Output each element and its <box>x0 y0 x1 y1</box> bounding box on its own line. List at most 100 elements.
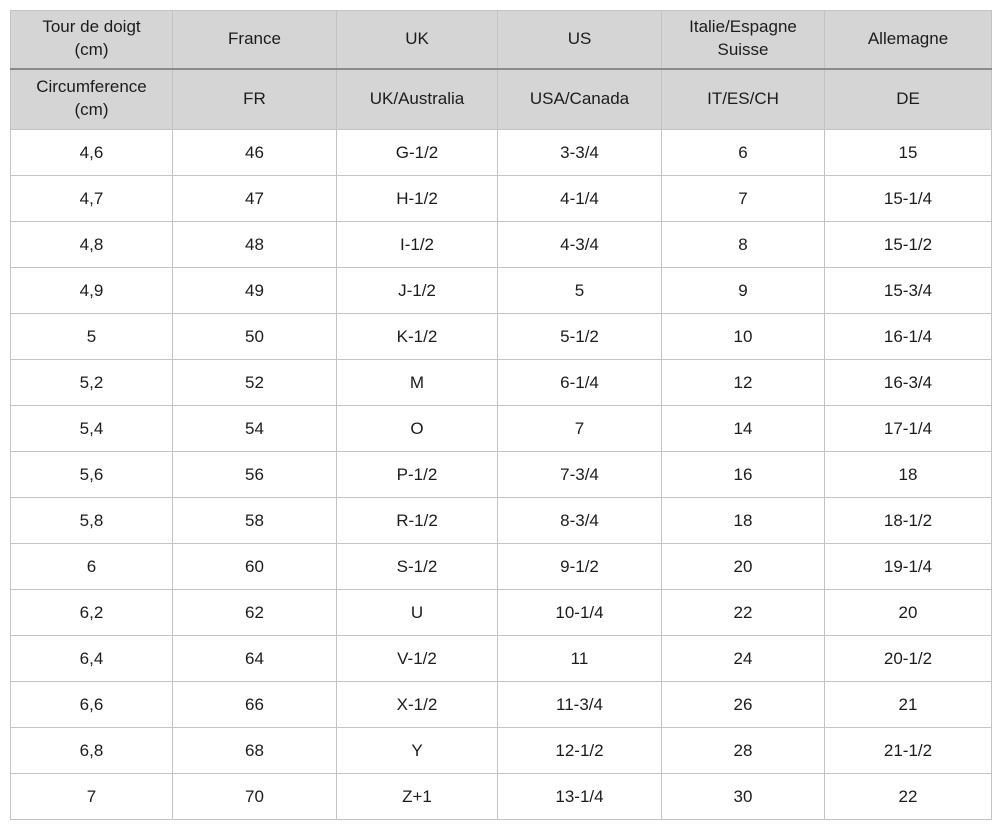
table-body: 4,6 46 G-1/2 3-3/4 6 15 4,7 47 H-1/2 4-1/4 7 15-1/4… <box>10 129 992 820</box>
table-cell: 20 <box>661 543 825 590</box>
table-header: Tour de doigt (cm) France UK US Italie/E… <box>10 10 992 130</box>
header-row-codes: Circumference (cm) FR UK/Australia USA/C… <box>10 68 992 130</box>
table-cell: 17-1/4 <box>824 405 992 452</box>
table-cell: 15-1/2 <box>824 221 992 268</box>
table-cell: 5,2 <box>10 359 173 406</box>
table-cell: R-1/2 <box>336 497 498 544</box>
table-cell: 47 <box>172 175 337 222</box>
table-row: 6,2 62 U 10-1/4 22 20 <box>10 589 992 636</box>
table-cell: 18 <box>661 497 825 544</box>
table-cell: X-1/2 <box>336 681 498 728</box>
table-cell: K-1/2 <box>336 313 498 360</box>
table-cell: 6,4 <box>10 635 173 682</box>
table-cell: 13-1/4 <box>497 773 662 820</box>
table-row: 4,8 48 I-1/2 4-3/4 8 15-1/2 <box>10 221 992 268</box>
table-cell: 6,2 <box>10 589 173 636</box>
table-row: 5 50 K-1/2 5-1/2 10 16-1/4 <box>10 313 992 360</box>
table-cell: 22 <box>661 589 825 636</box>
table-cell: 4-1/4 <box>497 175 662 222</box>
table-cell: 66 <box>172 681 337 728</box>
table-cell: 16-1/4 <box>824 313 992 360</box>
table-cell: 30 <box>661 773 825 820</box>
table-row: 5,4 54 O 7 14 17-1/4 <box>10 405 992 452</box>
table-cell: 70 <box>172 773 337 820</box>
table-cell: 52 <box>172 359 337 406</box>
table-row: 6,6 66 X-1/2 11-3/4 26 21 <box>10 681 992 728</box>
table-cell: 7 <box>10 773 173 820</box>
header-cell-tour-de-doigt: Tour de doigt (cm) <box>10 10 173 70</box>
table-cell: 4,7 <box>10 175 173 222</box>
table-cell: 9 <box>661 267 825 314</box>
table-cell: 50 <box>172 313 337 360</box>
table-cell: 8 <box>661 221 825 268</box>
table-cell: V-1/2 <box>336 635 498 682</box>
table-cell: 21-1/2 <box>824 727 992 774</box>
table-cell: 10-1/4 <box>497 589 662 636</box>
table-cell: 49 <box>172 267 337 314</box>
table-cell: 24 <box>661 635 825 682</box>
header-cell-de: DE <box>824 68 992 130</box>
header-cell-france: France <box>172 10 337 70</box>
header-cell-us: US <box>497 10 662 70</box>
table-cell: 5,6 <box>10 451 173 498</box>
table-cell: J-1/2 <box>336 267 498 314</box>
table-cell: 6 <box>661 129 825 176</box>
table-cell: 20-1/2 <box>824 635 992 682</box>
table-row: 4,9 49 J-1/2 5 9 15-3/4 <box>10 267 992 314</box>
header-cell-fr: FR <box>172 68 337 130</box>
table-cell: H-1/2 <box>336 175 498 222</box>
table-cell: M <box>336 359 498 406</box>
table-cell: 12-1/2 <box>497 727 662 774</box>
table-row: 5,8 58 R-1/2 8-3/4 18 18-1/2 <box>10 497 992 544</box>
table-cell: 6,6 <box>10 681 173 728</box>
table-cell: 5,4 <box>10 405 173 452</box>
table-cell: 8-3/4 <box>497 497 662 544</box>
table-cell: 5 <box>10 313 173 360</box>
table-cell: 21 <box>824 681 992 728</box>
table-cell: 22 <box>824 773 992 820</box>
table-cell: 28 <box>661 727 825 774</box>
table-row: 6 60 S-1/2 9-1/2 20 19-1/4 <box>10 543 992 590</box>
table-cell: 16-3/4 <box>824 359 992 406</box>
table-cell: 7 <box>497 405 662 452</box>
table-cell: 4,8 <box>10 221 173 268</box>
table-row: 7 70 Z+1 13-1/4 30 22 <box>10 773 992 820</box>
table-cell: 58 <box>172 497 337 544</box>
table-cell: O <box>336 405 498 452</box>
table-row: 6,4 64 V-1/2 11 24 20-1/2 <box>10 635 992 682</box>
table-cell: 7 <box>661 175 825 222</box>
header-cell-uk: UK <box>336 10 498 70</box>
table-row: 5,2 52 M 6-1/4 12 16-3/4 <box>10 359 992 406</box>
table-cell: 5-1/2 <box>497 313 662 360</box>
table-cell: 5,8 <box>10 497 173 544</box>
table-cell: 3-3/4 <box>497 129 662 176</box>
table-cell: Y <box>336 727 498 774</box>
table-cell: 68 <box>172 727 337 774</box>
table-cell: 6-1/4 <box>497 359 662 406</box>
header-cell-usa-canada: USA/Canada <box>497 68 662 130</box>
header-cell-uk-australia: UK/Australia <box>336 68 498 130</box>
table-cell: 18 <box>824 451 992 498</box>
table-cell: 15-1/4 <box>824 175 992 222</box>
table-cell: 7-3/4 <box>497 451 662 498</box>
table-cell: 20 <box>824 589 992 636</box>
table-cell: 48 <box>172 221 337 268</box>
table-row: 4,6 46 G-1/2 3-3/4 6 15 <box>10 129 992 176</box>
table-cell: 54 <box>172 405 337 452</box>
header-row-countries: Tour de doigt (cm) France UK US Italie/E… <box>10 10 992 70</box>
table-cell: 4,6 <box>10 129 173 176</box>
table-cell: P-1/2 <box>336 451 498 498</box>
table-cell: I-1/2 <box>336 221 498 268</box>
table-cell: 6 <box>10 543 173 590</box>
table-cell: 4,9 <box>10 267 173 314</box>
table-cell: 15-3/4 <box>824 267 992 314</box>
table-cell: 5 <box>497 267 662 314</box>
table-cell: 15 <box>824 129 992 176</box>
table-cell: 9-1/2 <box>497 543 662 590</box>
table-cell: 12 <box>661 359 825 406</box>
table-cell: S-1/2 <box>336 543 498 590</box>
table-row: 5,6 56 P-1/2 7-3/4 16 18 <box>10 451 992 498</box>
table-cell: 60 <box>172 543 337 590</box>
table-cell: 64 <box>172 635 337 682</box>
table-row: 4,7 47 H-1/2 4-1/4 7 15-1/4 <box>10 175 992 222</box>
